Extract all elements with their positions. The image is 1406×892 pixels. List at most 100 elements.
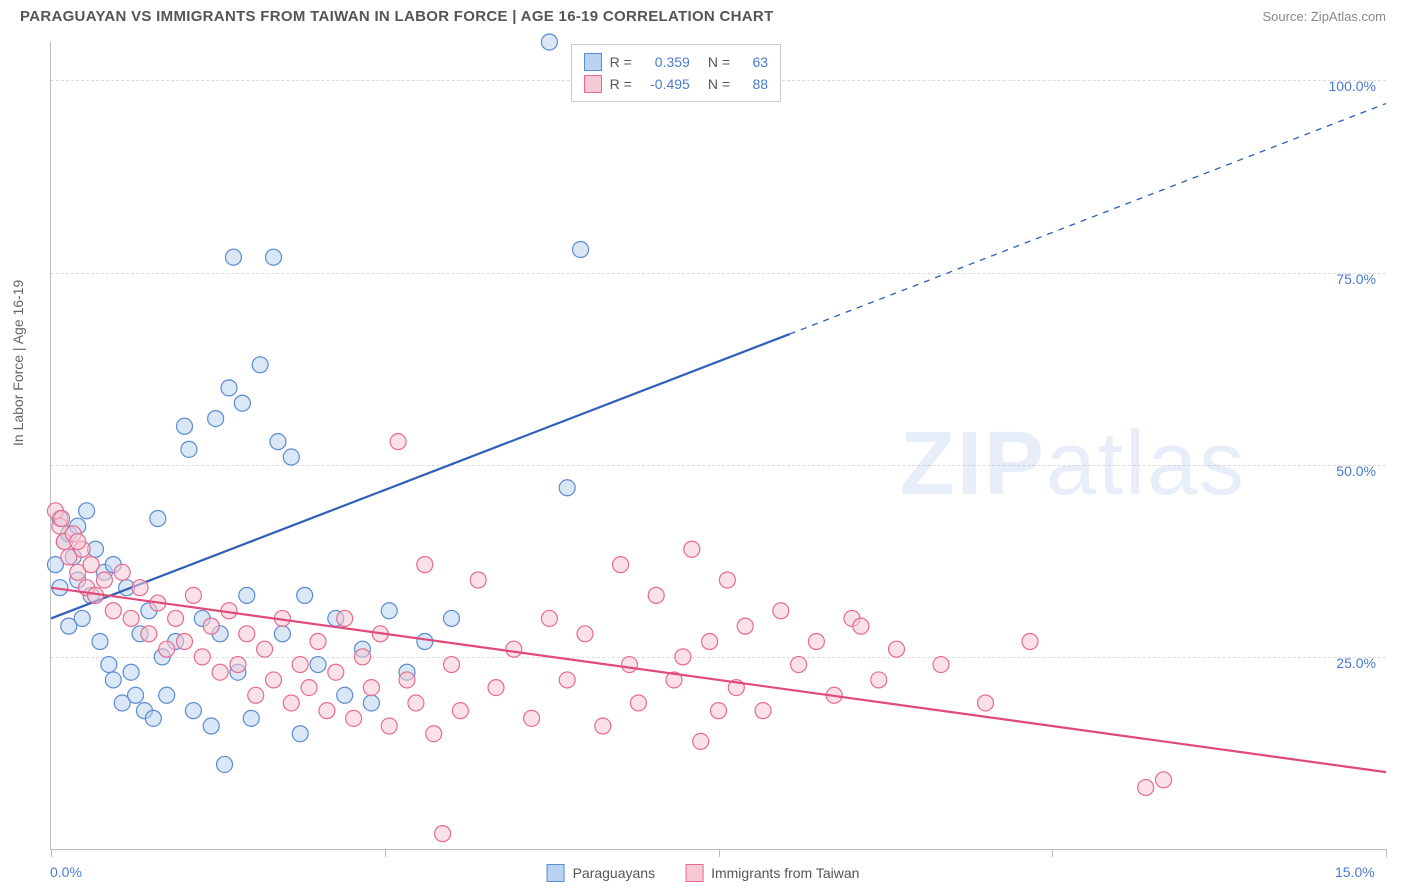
scatter-point [1022, 633, 1038, 649]
scatter-point [390, 434, 406, 450]
scatter-point [355, 649, 371, 665]
scatter-point [257, 641, 273, 657]
scatter-point [613, 557, 629, 573]
scatter-point [145, 710, 161, 726]
scatter-point [470, 572, 486, 588]
scatter-point [310, 633, 326, 649]
scatter-point [719, 572, 735, 588]
x-tick [385, 849, 386, 857]
x-tick [51, 849, 52, 857]
scatter-point [221, 380, 237, 396]
scatter-point [239, 587, 255, 603]
chart-title: PARAGUAYAN VS IMMIGRANTS FROM TAIWAN IN … [20, 8, 774, 25]
scatter-point [225, 249, 241, 265]
scatter-point [408, 695, 424, 711]
chart-plot-area: ZIPatlas 25.0%50.0%75.0%100.0% [50, 42, 1386, 850]
scatter-point [444, 657, 460, 673]
scatter-point [630, 695, 646, 711]
scatter-point [381, 718, 397, 734]
scatter-point [96, 572, 112, 588]
scatter-point [417, 633, 433, 649]
legend-item: Paraguayans [547, 864, 656, 882]
scatter-point [337, 687, 353, 703]
legend-row: R = -0.495 N = 88 [584, 73, 768, 95]
correlation-legend: R =0.359N =63R =-0.495N =88 [571, 44, 781, 102]
x-tick [719, 849, 720, 857]
x-axis-label: 0.0% [50, 864, 82, 880]
scatter-point [622, 657, 638, 673]
scatter-point [488, 680, 504, 696]
scatter-point [234, 395, 250, 411]
scatter-point [363, 695, 379, 711]
legend-r-label: R = [610, 73, 632, 95]
scatter-point [933, 657, 949, 673]
scatter-point [541, 610, 557, 626]
scatter-point [541, 34, 557, 50]
source-label: Source: ZipAtlas.com [1262, 9, 1386, 24]
scatter-point [217, 756, 233, 772]
scatter-point [702, 633, 718, 649]
scatter-point [417, 557, 433, 573]
legend-n-label: N = [708, 51, 730, 73]
scatter-point [177, 418, 193, 434]
scatter-point [208, 411, 224, 427]
scatter-point [194, 649, 210, 665]
plot-svg [51, 42, 1386, 849]
scatter-point [292, 657, 308, 673]
legend-n-value: 88 [738, 73, 768, 95]
scatter-point [773, 603, 789, 619]
x-tick [1052, 849, 1053, 857]
scatter-point [506, 641, 522, 657]
scatter-point [181, 441, 197, 457]
scatter-point [595, 718, 611, 734]
trendline [51, 588, 1386, 772]
scatter-point [203, 618, 219, 634]
scatter-point [808, 633, 824, 649]
scatter-point [337, 610, 353, 626]
trendline-dashed [790, 103, 1386, 334]
scatter-point [123, 664, 139, 680]
scatter-point [283, 695, 299, 711]
scatter-point [141, 626, 157, 642]
scatter-point [346, 710, 362, 726]
scatter-point [185, 703, 201, 719]
legend-r-value: -0.495 [640, 73, 690, 95]
scatter-point [212, 664, 228, 680]
scatter-point [435, 826, 451, 842]
scatter-point [159, 641, 175, 657]
legend-swatch [547, 864, 565, 882]
scatter-point [185, 587, 201, 603]
scatter-point [150, 511, 166, 527]
legend-series-label: Immigrants from Taiwan [711, 865, 859, 881]
scatter-point [675, 649, 691, 665]
scatter-point [381, 603, 397, 619]
scatter-point [559, 480, 575, 496]
scatter-point [177, 633, 193, 649]
scatter-point [128, 687, 144, 703]
legend-n-label: N = [708, 73, 730, 95]
scatter-point [363, 680, 379, 696]
scatter-point [648, 587, 664, 603]
scatter-point [444, 610, 460, 626]
scatter-point [573, 242, 589, 258]
scatter-point [711, 703, 727, 719]
scatter-point [79, 503, 95, 519]
scatter-point [266, 249, 282, 265]
scatter-point [319, 703, 335, 719]
scatter-point [297, 587, 313, 603]
legend-r-label: R = [610, 51, 632, 73]
scatter-point [105, 603, 121, 619]
scatter-point [737, 618, 753, 634]
scatter-point [301, 680, 317, 696]
legend-swatch [584, 53, 602, 71]
scatter-point [399, 672, 415, 688]
legend-n-value: 63 [738, 51, 768, 73]
x-tick [1386, 849, 1387, 857]
scatter-point [853, 618, 869, 634]
scatter-point [426, 726, 442, 742]
scatter-point [105, 672, 121, 688]
scatter-point [83, 557, 99, 573]
scatter-point [684, 541, 700, 557]
scatter-point [168, 610, 184, 626]
bottom-legend: Paraguayans Immigrants from Taiwan [547, 864, 860, 882]
